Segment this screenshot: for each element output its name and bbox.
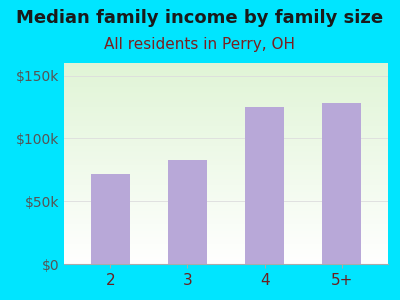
Bar [91,173,130,264]
Bar [245,107,284,264]
Text: All residents in Perry, OH: All residents in Perry, OH [104,38,296,52]
Bar [322,103,361,264]
Text: Median family income by family size: Median family income by family size [16,9,384,27]
Bar [168,160,207,264]
